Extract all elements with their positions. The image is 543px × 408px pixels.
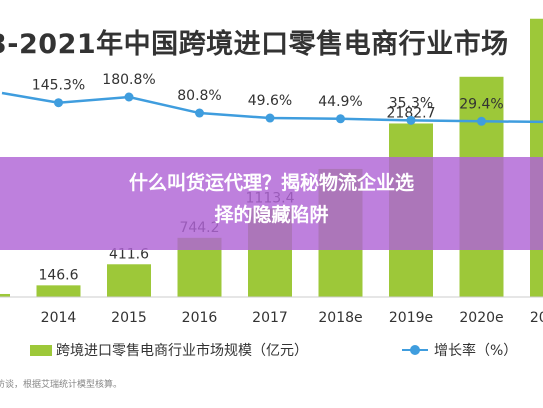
growth-point-2014 (54, 98, 63, 108)
article-title-banner[interactable]: 什么叫货运代理？揭秘物流企业选 择的隐藏陷阱 (0, 157, 543, 250)
legend-bar-label: 跨境进口零售电商行业市场规模（亿元） (56, 343, 308, 359)
x-tick-label-2014: 2014 (41, 310, 77, 326)
bar-2013 (0, 293, 10, 297)
article-title[interactable]: 什么叫货运代理？揭秘物流企业选 择的隐藏陷阱 (0, 167, 543, 231)
growth-point-2015 (124, 92, 134, 102)
bar-2015 (107, 264, 151, 297)
x-axis: 320142015201620172018e2019e2020e2021e (41, 310, 543, 326)
growth-point-2019e (406, 115, 416, 125)
growth-point-2017 (265, 113, 275, 123)
x-tick-label-2020e: 2020e (459, 310, 503, 326)
growth-point-2016 (195, 108, 204, 118)
legend-line-marker (410, 345, 420, 355)
growth-label-2020e: 29.4% (459, 96, 503, 112)
chart-title: 3-2021年中国跨境进口零售电商行业市场 (0, 29, 509, 60)
bar-2014 (36, 285, 81, 297)
growth-label-2018e: 44.9% (318, 94, 362, 110)
x-tick-label-2015: 2015 (111, 310, 147, 326)
x-tick-label-2021e: 2021e (530, 310, 543, 326)
growth-label-2014: 145.3% (32, 78, 85, 94)
x-tick-label-2018e: 2018e (318, 310, 362, 326)
growth-label-2017: 49.6% (248, 93, 292, 109)
growth-line-layer: 145.3%180.8%80.8%49.6%44.9%35.3%29.4%2 (1, 72, 543, 126)
x-tick-label-2016: 2016 (182, 310, 218, 326)
legend-line-label: 增长率（%） (434, 343, 518, 359)
growth-label-2019e: 35.3% (389, 95, 433, 111)
x-tick-label-2019e: 2019e (389, 310, 433, 326)
bar-value-label-2014: 146.6 (38, 267, 78, 283)
legend-bar-swatch (30, 345, 52, 356)
bar-value-label-2015: 411.6 (109, 246, 149, 262)
article-title-line-1: 什么叫货运代理？揭秘物流企业选 (128, 172, 414, 194)
article-title-line-2: 择的隐藏陷阱 (214, 204, 329, 226)
growth-point-2018e (336, 114, 345, 124)
growth-label-2015: 180.8% (102, 72, 155, 88)
x-tick-label-2017: 2017 (252, 310, 288, 326)
growth-label-2016: 80.8% (177, 88, 221, 104)
growth-point-2020e (477, 116, 486, 126)
source-note: 访谈，根据艾瑞统计模型核算。 (0, 380, 123, 390)
bar-value-label-2019e: 2182.7 (387, 105, 436, 121)
